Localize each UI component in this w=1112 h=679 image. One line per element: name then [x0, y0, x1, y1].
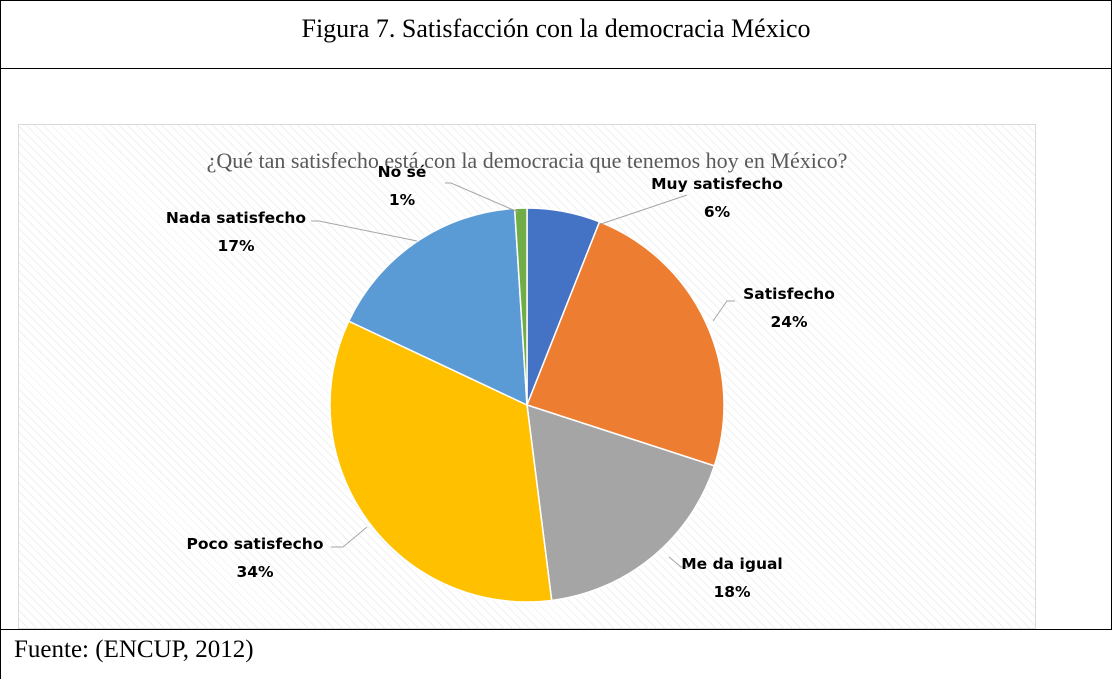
slice-label-name: Poco satisfecho [186, 535, 323, 553]
leader-line [331, 526, 368, 548]
border-top [0, 0, 1112, 1]
leader-line [445, 182, 519, 213]
slice-label-name: Nada satisfecho [166, 209, 306, 227]
figure-source: Fuente: (ENCUP, 2012) [14, 636, 254, 663]
pie-slice-me-da-igual [526, 403, 716, 602]
pie-slices [329, 207, 725, 603]
slice-label-name: Muy satisfecho [651, 175, 783, 193]
figure-caption: Figura 7. Satisfacción con la democracia… [301, 14, 811, 43]
slice-label-name: No sé [378, 163, 427, 181]
title-row-divider [0, 68, 1112, 69]
pie-slice-satisfecho [526, 220, 725, 467]
leader-line [311, 220, 418, 242]
border-left [0, 0, 1, 679]
pie-slice-no-s- [513, 207, 528, 406]
source-row-divider [0, 629, 1112, 630]
leader-line [668, 556, 689, 568]
slice-label-value: 17% [217, 237, 255, 255]
chart-title: ¿Qué tan satisfecho está con la democrac… [207, 148, 848, 173]
slice-label-name: Satisfecho [743, 285, 835, 303]
slice-label-value: 24% [770, 313, 808, 331]
slice-label-value: 6% [704, 203, 731, 221]
slice-label-value: 1% [389, 191, 416, 209]
slice-label-value: 34% [236, 563, 274, 581]
pie-chart: ¿Qué tan satisfecho está con la democrac… [166, 148, 848, 603]
leader-line [600, 194, 688, 225]
slice-label-name: Me da igual [681, 555, 783, 573]
chart-area: ¿Qué tan satisfecho está con la democrac… [18, 124, 1036, 629]
leader-lines [311, 182, 735, 568]
leader-line [712, 300, 735, 322]
pie-slice-nada-satisfecho [347, 207, 528, 407]
slice-labels: Muy satisfecho 6% Satisfecho 24% Me da igual… [166, 163, 835, 601]
slice-label-value: 18% [713, 583, 751, 601]
